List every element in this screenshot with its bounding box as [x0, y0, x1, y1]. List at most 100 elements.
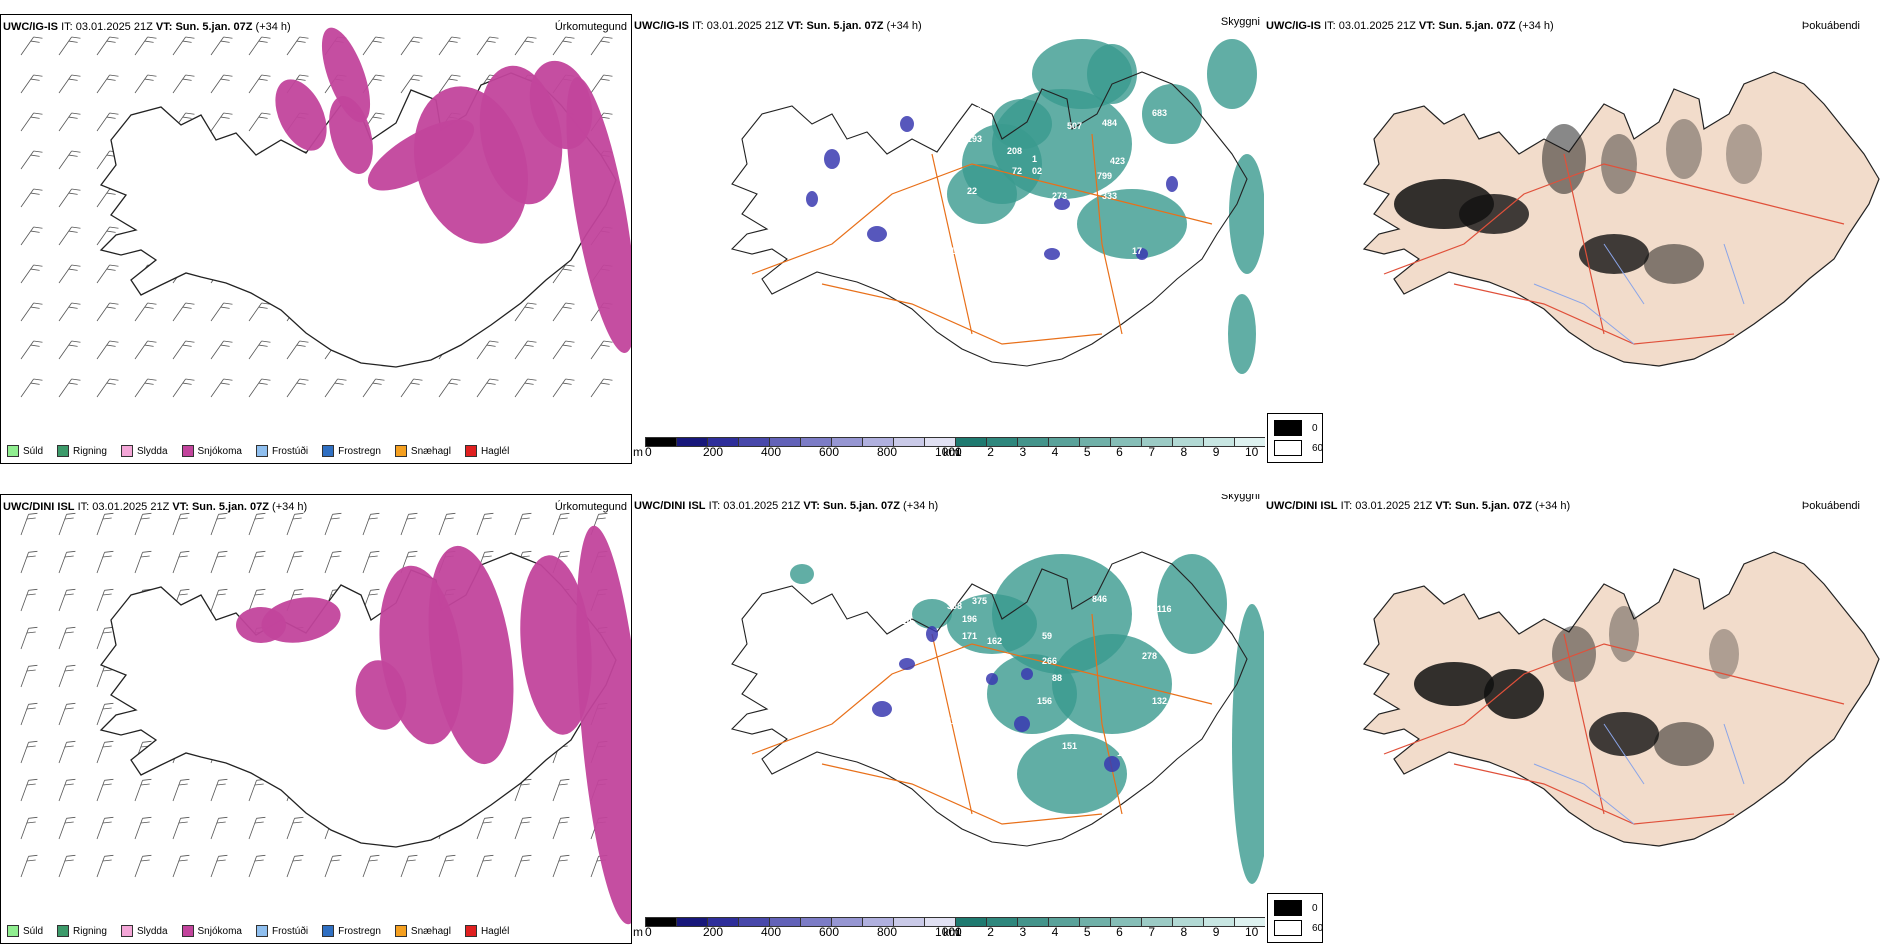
fog-area [1542, 124, 1586, 194]
wind-barb [552, 378, 575, 398]
visibility-area [1087, 44, 1137, 104]
colorbar-segment [645, 917, 676, 927]
wind-barb [552, 340, 575, 360]
wind-barb [438, 378, 461, 398]
wind-barb [58, 150, 81, 170]
legend-swatch [120, 445, 133, 457]
legend-swatch [57, 445, 70, 457]
cloudbase-value: 338 [1142, 164, 1157, 174]
fog-area [1726, 124, 1762, 184]
legend-swatch [181, 925, 194, 937]
road-network [751, 613, 1213, 825]
panel-title: Þokuábendi [1801, 500, 1860, 512]
legend-swatch [120, 925, 133, 937]
wind-barb [172, 816, 190, 840]
cloudbase-value: 333 [1102, 191, 1117, 201]
panel-header: UWC/DINI ISL IT: 03.01.2025 21Z VT: Sun.… [634, 500, 939, 512]
legend-swatch [57, 925, 70, 937]
wind-barb [210, 340, 233, 360]
colorbar-segment [831, 917, 862, 927]
legend-item: Súld [7, 925, 43, 937]
wind-barb [96, 302, 119, 322]
cloudbase-value: 2 [922, 726, 927, 736]
wind-barb [58, 264, 81, 284]
wind-barb [96, 702, 114, 726]
panel-header: UWC/IG-IS IT: 03.01.2025 21Z VT: Sun. 5.… [1266, 20, 1554, 32]
cloudbase-value: 136 [1032, 231, 1047, 241]
cloudbase-area [1166, 176, 1178, 192]
cloud-map: 162 361 193 52 42 208 507 484 683 110 423 1 799 02 338… [730, 39, 1264, 374]
wind-barb [210, 378, 233, 398]
colorbar-segment [1110, 437, 1141, 447]
wind-barb [20, 778, 38, 802]
wind-barb [248, 74, 271, 94]
colorbar-segment [1017, 437, 1048, 447]
wind-barb [96, 36, 119, 56]
fog-area [1644, 244, 1704, 284]
snow-area [520, 555, 592, 735]
wind-barb [400, 74, 423, 94]
wind-barb [172, 778, 190, 802]
colorbar-tick: 7 [1148, 445, 1156, 459]
panel-header: UWC/DINI ISL IT: 03.01.2025 21Z VT: Sun.… [1266, 500, 1571, 512]
wind-barb [134, 74, 157, 94]
wind-barb [134, 36, 157, 56]
cloudbase-area [1104, 756, 1120, 772]
colorbar-tick: 200 [703, 445, 724, 459]
wind-barb [438, 512, 456, 536]
wind-barb [286, 378, 309, 398]
cloudbase-value: 266 [1042, 656, 1057, 666]
wind-barb [96, 226, 119, 246]
cloudbase-area [926, 626, 938, 642]
colorbar-segment [800, 437, 831, 447]
snow-area [355, 660, 407, 730]
wind-barb [96, 74, 119, 94]
snow-area [275, 79, 327, 151]
wind-barb [172, 36, 195, 56]
cloudbase-value: 273 [1052, 191, 1067, 201]
legend-item: Rigning [57, 445, 107, 457]
cloudbase-value: 799 [1097, 171, 1112, 181]
wind-barb [590, 340, 613, 360]
road-network [1383, 153, 1845, 345]
panel-header: UWC/IG-IS IT: 03.01.2025 21Z VT: Sun. 5.… [3, 21, 291, 33]
cloudbase-value: 59 [1042, 631, 1052, 641]
cloudbase-value: 114 [947, 716, 962, 726]
cloudbase-value: 423 [1110, 156, 1125, 166]
legend-item: Frostúði [255, 925, 308, 937]
fog-area [1552, 626, 1596, 682]
wind-barb [58, 112, 81, 132]
wind-barb [96, 550, 114, 574]
visibility-area [1207, 39, 1257, 109]
road-network [751, 133, 1213, 345]
river-network [1533, 243, 1745, 345]
cloudbase-value: 79 [1162, 168, 1172, 178]
fog-legend: 0 60 [1267, 893, 1323, 943]
cloudbase-value: 168 [1002, 254, 1017, 264]
wind-barb [362, 854, 380, 878]
wind-barb [96, 778, 114, 802]
wind-barb [476, 378, 499, 398]
fog-legend-swatch [1274, 900, 1302, 916]
legend-swatch [255, 925, 268, 937]
wind-barb [96, 588, 114, 612]
colorbar-segment [1234, 437, 1265, 447]
cloudbase-value: 162 [987, 636, 1002, 646]
fog-area [1459, 194, 1529, 234]
visibility-area [947, 164, 1017, 224]
wind-barb [172, 512, 190, 536]
fog-area [1609, 606, 1639, 662]
cloudbase-value: 151 [1062, 741, 1077, 751]
colorbar-tick: 8 [1180, 445, 1188, 459]
wind-barb [514, 302, 537, 322]
cloudbase-value: 100 [1117, 748, 1132, 758]
wind-barb [248, 302, 271, 322]
colorbar-segment [738, 917, 769, 927]
wind-barb [58, 36, 81, 56]
wind-barb [590, 36, 613, 56]
snow-area [321, 27, 371, 123]
panel-header: UWC/DINI ISL IT: 03.01.2025 21Z VT: Sun.… [3, 501, 308, 513]
cloudbase-value: 171 [962, 631, 977, 641]
colorbar-segment [769, 917, 800, 927]
colorbar-segment [924, 437, 955, 447]
